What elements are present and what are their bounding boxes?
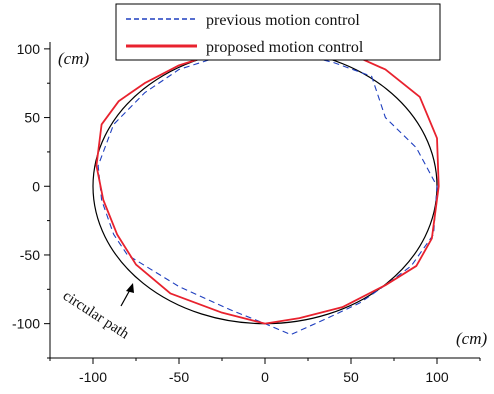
- annotation-arrow-head: [126, 283, 134, 293]
- ticks: -100 -50 0 50 100 -100 -50 0 50 100: [12, 41, 481, 385]
- series-line-proposed: [95, 47, 440, 325]
- x-tick-label: 50: [343, 369, 359, 385]
- y-tick-label: 50: [24, 110, 40, 126]
- y-unit-label: (cm): [58, 49, 89, 68]
- y-tick-label: 0: [32, 178, 40, 194]
- legend-box: [115, 3, 441, 61]
- x-unit-label: (cm): [456, 329, 487, 348]
- y-tick-label: -100: [12, 316, 40, 332]
- x-tick-label: 100: [425, 369, 449, 385]
- x-tick-label: -100: [79, 369, 107, 385]
- legend-label-proposed: proposed motion control: [206, 39, 364, 56]
- x-tick-label: 0: [261, 369, 269, 385]
- y-tick-label: 100: [17, 41, 41, 57]
- series-group: [95, 47, 440, 336]
- legend: previous motion control proposed motion …: [115, 3, 441, 61]
- legend-label-previous: previous motion control: [206, 12, 360, 29]
- y-tick-label: -50: [20, 247, 40, 263]
- series-line-previous: [97, 48, 438, 336]
- x-tick-label: -50: [169, 369, 189, 385]
